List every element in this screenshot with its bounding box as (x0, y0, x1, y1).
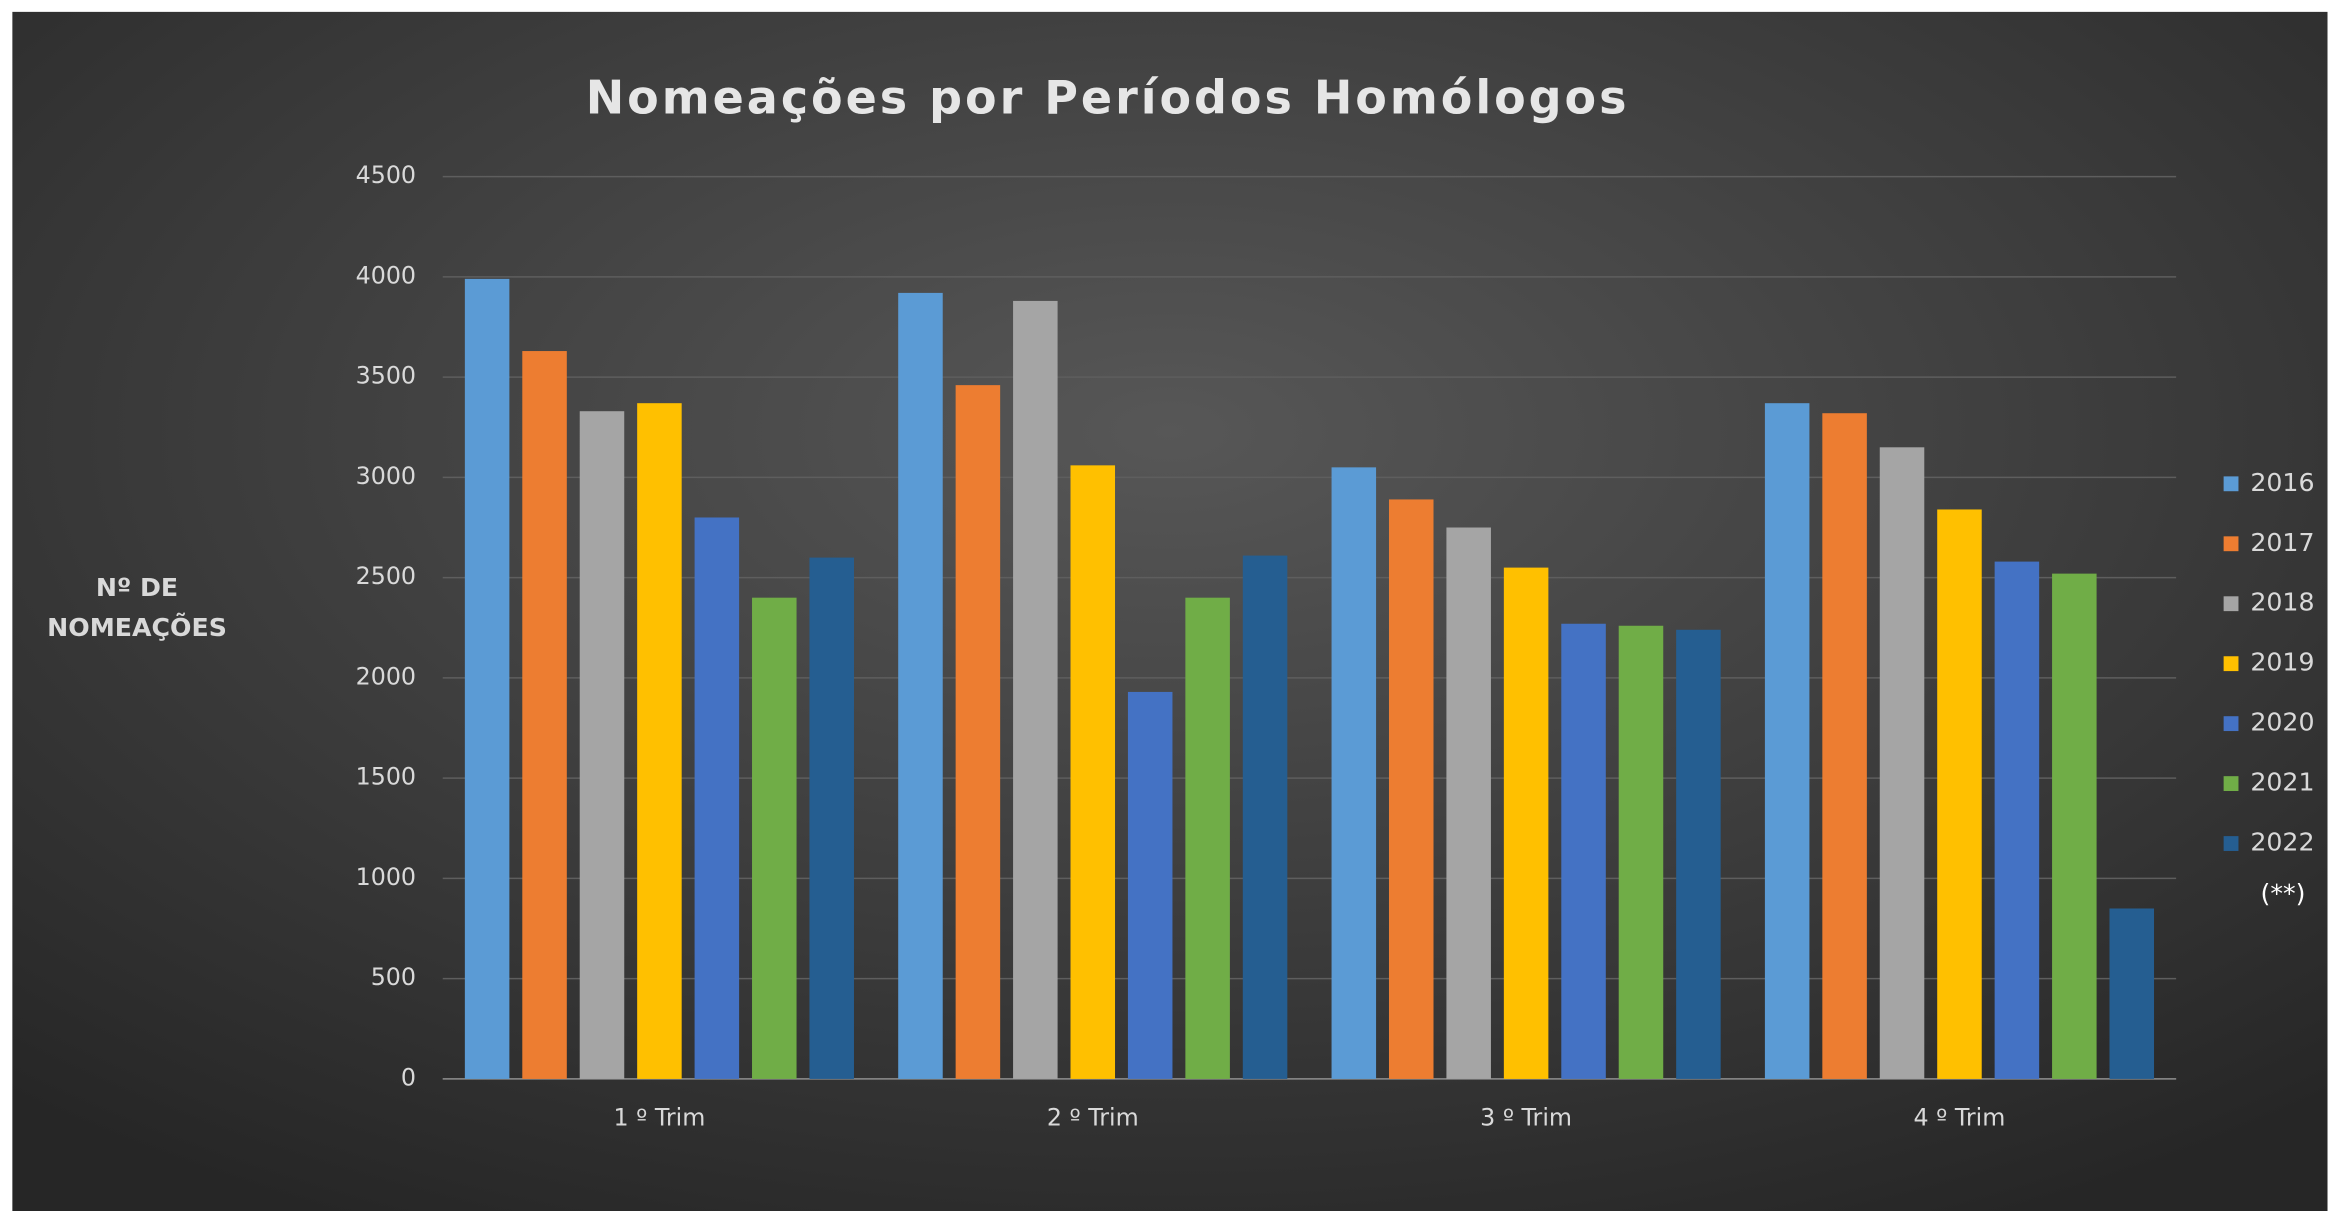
bar (1618, 625, 1664, 1079)
y-axis-label: NOMEAÇÕES (47, 612, 227, 642)
bar (1070, 465, 1116, 1079)
legend-swatch (2223, 836, 2239, 851)
legend-swatch (2223, 656, 2239, 672)
x-tick-label: 2 º Trim (1047, 1103, 1139, 1131)
bar (1185, 597, 1230, 1079)
x-tick-label: 3 º Trim (1480, 1103, 1572, 1131)
legend-swatch (2223, 776, 2239, 792)
y-tick-label: 4000 (356, 261, 416, 289)
bar (464, 278, 510, 1079)
bar (955, 385, 1001, 1079)
legend-swatch (2223, 536, 2239, 552)
bar (2052, 573, 2097, 1079)
bar (694, 517, 740, 1079)
bar (1331, 467, 1377, 1079)
y-tick-label: 2500 (356, 562, 416, 590)
y-tick-label: 1000 (356, 863, 416, 891)
bar (1242, 555, 1288, 1079)
bar (1676, 629, 1721, 1079)
bar (1879, 447, 1925, 1079)
legend-label: 2018 (2250, 588, 2314, 617)
y-tick-label: 4500 (356, 161, 416, 189)
y-tick-label: 500 (371, 963, 416, 991)
bar (579, 411, 625, 1079)
bar (1127, 691, 1173, 1079)
annotation: (**) (2261, 879, 2306, 908)
bar (752, 597, 797, 1079)
bar (898, 292, 943, 1079)
legend-label: 2020 (2250, 708, 2314, 737)
y-tick-label: 3000 (356, 462, 416, 490)
bar (1561, 623, 1606, 1079)
legend-label: 2022 (2250, 828, 2314, 857)
y-tick-label: 2000 (356, 662, 416, 690)
bar (1764, 403, 1810, 1079)
legend-swatch (2223, 596, 2239, 612)
chart-title: Nomeações por Períodos Homólogos (586, 70, 1630, 124)
legend-label: 2019 (2250, 648, 2314, 677)
legend-label: 2016 (2250, 468, 2314, 497)
bar (1503, 567, 1549, 1079)
y-tick-label: 1500 (356, 763, 416, 791)
y-tick-label: 3500 (356, 362, 416, 390)
bar (1446, 527, 1491, 1079)
y-tick-label: 0 (401, 1063, 416, 1091)
bar (1994, 561, 2040, 1079)
y-axis-label: Nº DE (96, 573, 178, 602)
legend-swatch (2223, 716, 2239, 732)
legend-label: 2021 (2250, 768, 2314, 797)
bar (1013, 300, 1058, 1079)
bar (1388, 499, 1434, 1079)
legend-swatch (2223, 476, 2239, 492)
bar (2109, 908, 2155, 1079)
bar (522, 351, 567, 1079)
bar (1822, 413, 1867, 1079)
bar (637, 403, 682, 1079)
x-tick-label: 4 º Trim (1914, 1103, 2006, 1131)
bar (1937, 509, 1982, 1079)
bar (809, 557, 854, 1079)
x-tick-label: 1 º Trim (613, 1103, 705, 1131)
legend-label: 2017 (2250, 528, 2314, 557)
